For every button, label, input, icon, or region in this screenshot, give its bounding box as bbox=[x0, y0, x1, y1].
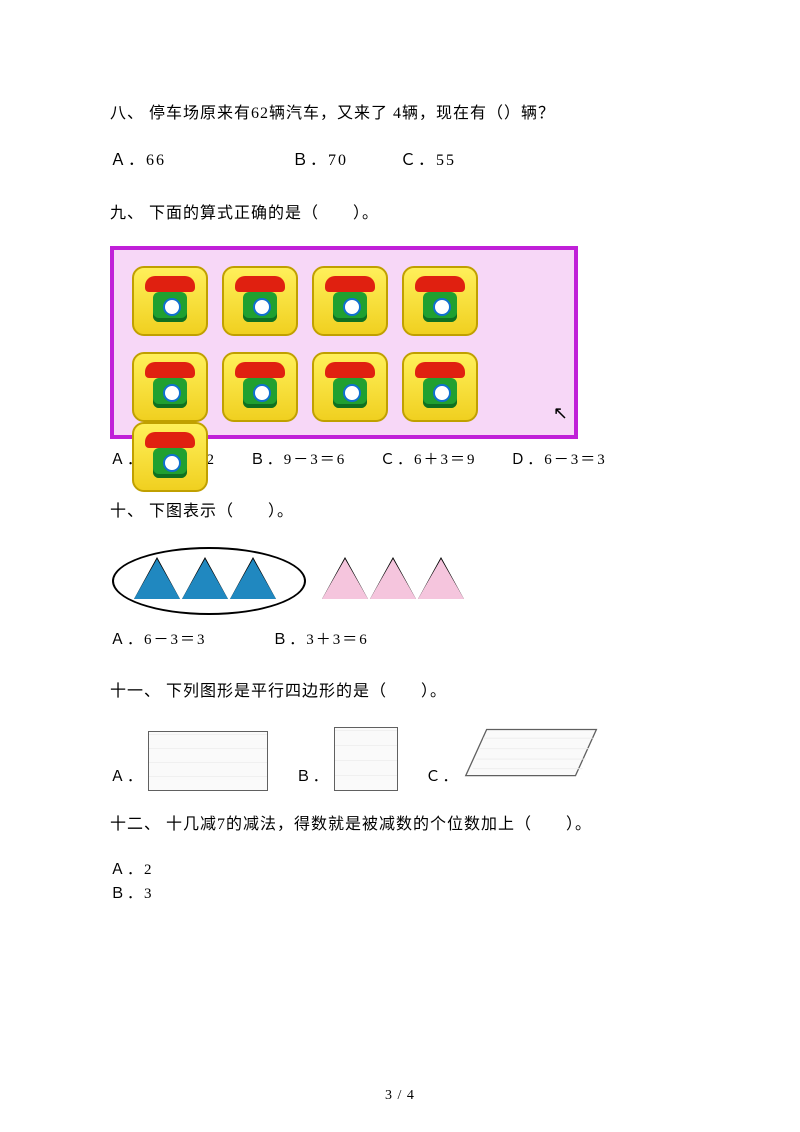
triangles-illustration bbox=[110, 547, 695, 617]
phone-tile bbox=[132, 352, 208, 422]
phone-row-1 bbox=[132, 266, 488, 336]
phone-tile bbox=[312, 266, 388, 336]
triangle-group-1 bbox=[134, 559, 274, 610]
q8-opt-c: Ｃ．55 bbox=[400, 147, 456, 176]
q11-opt-b: Ｂ． bbox=[296, 727, 398, 791]
q11-opt-a: Ａ． bbox=[110, 731, 268, 791]
rectangle-shape bbox=[148, 731, 268, 791]
question-8: 八、 停车场原来有62辆汽车，又来了 4辆，现在有（）辆？ bbox=[110, 100, 695, 129]
q11-opt-c: Ｃ． bbox=[426, 725, 599, 791]
phone-tile bbox=[132, 422, 208, 492]
question-11: 十一、 下列图形是平行四边形的是（ ）。 bbox=[110, 678, 695, 707]
question-9: 九、 下面的算式正确的是（ ）。 bbox=[110, 200, 695, 229]
q12-opt-a: Ａ．2 bbox=[110, 858, 695, 882]
triangle-pink bbox=[370, 559, 416, 599]
q8-opt-a: Ａ．66 bbox=[110, 147, 166, 176]
triangle-pink bbox=[418, 559, 464, 599]
q11-opt-c-label: Ｃ． bbox=[426, 764, 460, 791]
phone-tile bbox=[132, 266, 208, 336]
question-11-shapes: Ａ． Ｂ． Ｃ． bbox=[110, 725, 695, 791]
triangle-blue bbox=[182, 559, 228, 599]
cursor-icon: ↖ bbox=[553, 397, 568, 429]
square-shape bbox=[334, 727, 398, 791]
triangle-pink bbox=[322, 559, 368, 599]
phone-tile bbox=[222, 266, 298, 336]
q11-opt-b-label: Ｂ． bbox=[296, 764, 330, 791]
triangle-group-2 bbox=[322, 559, 462, 610]
q10-opt-b: Ｂ．3＋3＝6 bbox=[272, 627, 369, 654]
parallelogram-shape bbox=[464, 725, 599, 791]
question-8-options: Ａ．66 Ｂ．70 Ｃ．55 bbox=[110, 147, 695, 176]
triangle-blue bbox=[134, 559, 180, 599]
question-10: 十、 下图表示（ ）。 bbox=[110, 498, 695, 527]
phone-tile bbox=[402, 352, 478, 422]
q8-opt-b: Ｂ．70 bbox=[292, 147, 348, 176]
q11-opt-a-label: Ａ． bbox=[110, 764, 144, 791]
phone-tile bbox=[402, 266, 478, 336]
phone-illustration: ↖ bbox=[110, 246, 578, 439]
q12-opt-b: Ｂ．3 bbox=[110, 882, 695, 906]
triangle-blue bbox=[230, 559, 276, 599]
q10-opt-a: Ａ．6－3＝3 bbox=[110, 627, 207, 654]
phone-tile bbox=[222, 352, 298, 422]
question-12-options: Ａ．2 Ｂ．3 bbox=[110, 858, 695, 906]
page-number: 3 / 4 bbox=[0, 1088, 800, 1104]
question-10-options: Ａ．6－3＝3 Ｂ．3＋3＝6 bbox=[110, 627, 695, 654]
phone-tile bbox=[312, 352, 388, 422]
question-12: 十二、 十几减7的减法，得数就是被减数的个位数加上（ ）。 bbox=[110, 811, 695, 840]
phone-row-2 bbox=[132, 352, 574, 492]
